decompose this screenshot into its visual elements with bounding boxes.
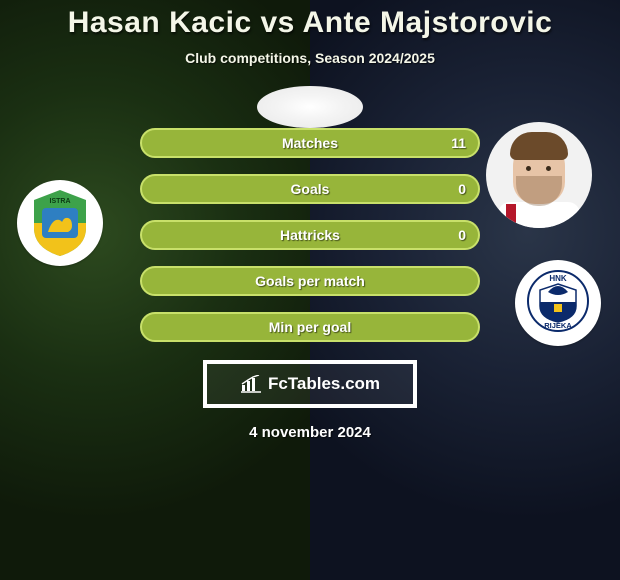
stat-label: Hattricks xyxy=(280,227,340,243)
watermark-text: FcTables.com xyxy=(268,374,380,394)
infographic-content: Hasan Kacic vs Ante Majstorovic Club com… xyxy=(0,0,620,580)
bar-chart-icon xyxy=(240,375,262,393)
stat-bar-matches: Matches 11 xyxy=(140,128,480,158)
watermark: FcTables.com xyxy=(203,360,417,408)
player-left-photo xyxy=(257,86,363,128)
stat-bar-goals: Goals 0 xyxy=(140,174,480,204)
stat-label: Min per goal xyxy=(269,319,351,335)
stat-value-right: 0 xyxy=(458,181,466,197)
stat-bar-hattricks: Hattricks 0 xyxy=(140,220,480,250)
stat-bars: Matches 11 Goals 0 Hattricks 0 Goals per… xyxy=(140,128,480,342)
stat-label: Goals xyxy=(291,181,330,197)
page-subtitle: Club competitions, Season 2024/2025 xyxy=(185,50,435,66)
stat-label: Matches xyxy=(282,135,338,151)
date-text: 4 november 2024 xyxy=(249,424,371,441)
stat-bar-gpm: Goals per match xyxy=(140,266,480,296)
stat-value-right: 0 xyxy=(458,227,466,243)
stat-bar-mpg: Min per goal xyxy=(140,312,480,342)
page-title: Hasan Kacic vs Ante Majstorovic xyxy=(68,6,553,40)
stat-value-right: 11 xyxy=(451,135,466,151)
stat-label: Goals per match xyxy=(255,273,365,289)
